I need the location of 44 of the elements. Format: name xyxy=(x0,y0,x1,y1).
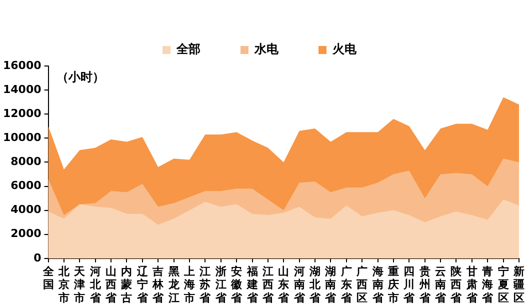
x-tick-label: 安徽省 xyxy=(230,264,244,304)
y-tick-label: 16000 xyxy=(2,58,42,72)
y-tick-label: 8000 xyxy=(10,155,42,168)
x-tick-label: 黑龙江 xyxy=(167,264,180,304)
x-tick-label: 湖南省 xyxy=(324,264,338,304)
x-tick-label: 江苏省 xyxy=(198,264,212,304)
x-tick-label: 新疆区 xyxy=(512,264,524,304)
legend-label: 火电 xyxy=(332,42,358,56)
legend-label: 水电 xyxy=(254,42,280,56)
x-tick-label: 辽宁省 xyxy=(136,264,149,304)
x-tick-label: 内蒙古 xyxy=(120,264,132,304)
x-tick-label: 青海省 xyxy=(481,264,494,304)
y-tick-label: 6000 xyxy=(10,179,42,192)
y-tick-label: 2000 xyxy=(10,227,42,240)
x-tick-label: 全国 xyxy=(42,264,55,292)
x-tick-label: 贵州省 xyxy=(418,264,432,304)
x-tick-label: 天津市 xyxy=(73,264,86,304)
x-tick-label: 重庆市 xyxy=(386,264,399,304)
x-tick-label: 吉林省 xyxy=(152,264,165,304)
x-tick-label: 浙江省 xyxy=(214,264,228,304)
annotation: （小时） xyxy=(56,70,104,84)
x-tick-label: 宁夏区 xyxy=(496,264,509,304)
x-tick-label: 湖北省 xyxy=(308,264,322,304)
y-tick-label: 12000 xyxy=(2,106,42,120)
x-tick-label: 北京市 xyxy=(57,264,70,304)
x-tick-label: 山西省 xyxy=(104,264,118,304)
y-tick-label: 0 xyxy=(34,251,42,264)
x-tick-label: 江西省 xyxy=(261,264,274,304)
x-tick-label: 陕西省 xyxy=(450,264,463,304)
y-tick-label: 14000 xyxy=(2,82,42,96)
x-tick-label: 河南省 xyxy=(292,264,306,304)
y-tick-label: 4000 xyxy=(10,203,42,216)
x-tick-label: 河北省 xyxy=(88,264,102,304)
x-tick-label: 上海市 xyxy=(182,264,195,304)
x-tick-label: 云南省 xyxy=(434,264,448,304)
x-tick-label: 广西区 xyxy=(356,264,368,304)
x-tick-label: 广东省 xyxy=(340,264,353,304)
x-tick-label: 福建省 xyxy=(246,264,259,304)
x-tick-label: 四川省 xyxy=(402,264,416,304)
y-tick-label: 10000 xyxy=(2,131,42,144)
x-tick-label: 海南省 xyxy=(371,264,384,304)
x-tick-label: 山东省 xyxy=(277,264,290,304)
x-tick-label: 甘肃省 xyxy=(465,264,478,304)
legend-label: 全部 xyxy=(176,42,200,56)
